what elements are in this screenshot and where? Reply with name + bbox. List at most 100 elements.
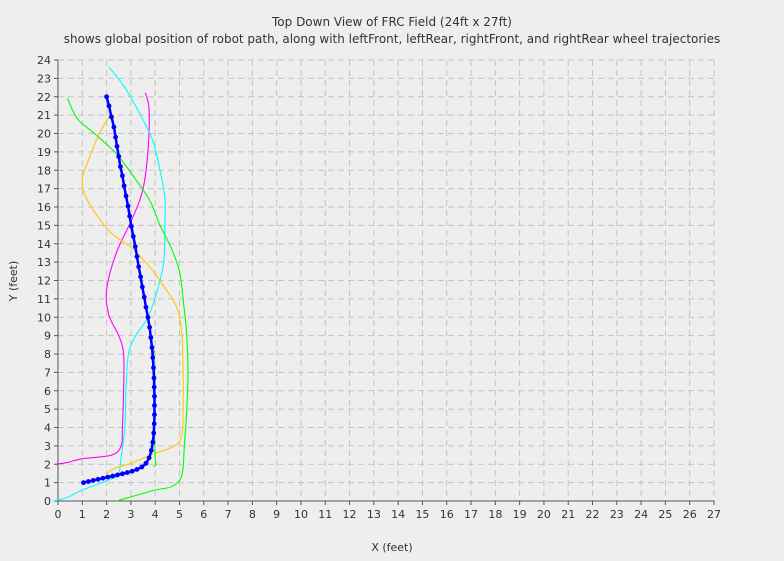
robot-path-point (111, 124, 117, 130)
robot-path-point (151, 430, 157, 436)
y-tick-label: 13 (37, 256, 51, 269)
grid (58, 59, 715, 501)
y-tick-label: 11 (37, 293, 51, 306)
robot-path-point (123, 193, 129, 199)
robot-path-point (127, 213, 133, 219)
x-tick-label: 6 (200, 508, 207, 521)
robot-path-point (143, 460, 149, 466)
x-tick-label: 26 (683, 508, 697, 521)
y-tick-label: 7 (44, 366, 51, 379)
y-tick-label: 2 (44, 458, 51, 471)
x-tick-label: 25 (658, 508, 672, 521)
robot-path-point (105, 474, 111, 480)
robot-path-line (82, 95, 156, 484)
y-tick-label: 23 (37, 72, 51, 85)
y-tick-label: 14 (37, 238, 51, 251)
series-group (52, 66, 189, 502)
robot-path-point (81, 480, 86, 486)
robot-path-point (150, 355, 156, 361)
y-tick-label: 19 (37, 146, 51, 159)
x-tick-label: 15 (415, 508, 429, 521)
axes (54, 59, 715, 505)
x-tick-label: 2 (103, 508, 110, 521)
x-tick-label: 3 (127, 508, 134, 521)
x-tick-label: 22 (586, 508, 600, 521)
x-tick-label: 5 (176, 508, 183, 521)
y-axis-label: Y (feet) (7, 261, 20, 303)
x-tick-labels: 0 1 2 3 4 5 6 7 8 9 10 11 12 13 14 15 16 17 18 19 20 21 22 23 24… (55, 508, 722, 521)
chart-title: Top Down View of FRC Field (24ft x 27ft) (271, 15, 512, 29)
robot-path-point (130, 234, 136, 239)
chart-subtitle: shows global position of robot path, alo… (64, 32, 721, 46)
x-tick-label: 11 (318, 508, 332, 521)
x-tick-label: 27 (707, 508, 721, 521)
robot-path-point (95, 476, 101, 482)
robot-path-point (118, 164, 123, 169)
y-tick-label: 16 (37, 201, 51, 214)
robot-path-point (146, 455, 152, 461)
robot-path-point (124, 470, 130, 475)
x-tick-label: 24 (634, 508, 648, 521)
y-tick-label: 1 (44, 477, 51, 490)
y-tick-label: 10 (37, 311, 51, 324)
x-tick-label: 9 (273, 508, 280, 521)
robot-path-point (152, 403, 157, 408)
robot-path-point (106, 103, 112, 109)
robot-path-point (85, 479, 91, 484)
robot-path-point (90, 478, 96, 483)
robot-path-point (132, 244, 138, 249)
robot-path-point (100, 475, 106, 481)
robot-path-point (119, 471, 125, 477)
robot-path-point (148, 448, 154, 453)
x-tick-label: 23 (610, 508, 624, 521)
robot-path-point (141, 294, 147, 300)
robot-path-point (134, 466, 140, 472)
robot-path-point (129, 468, 135, 474)
x-axis-label: X (feet) (371, 541, 412, 554)
robot-path-point (134, 254, 140, 260)
x-tick-label: 20 (537, 508, 551, 521)
y-tick-label: 18 (37, 164, 51, 177)
y-tick-label: 12 (37, 275, 51, 288)
robot-path-point (151, 421, 157, 427)
wheel-trajectory-line (67, 98, 189, 502)
robot-path-point (104, 94, 109, 100)
robot-path-point (115, 472, 120, 478)
robot-path-point (128, 223, 134, 229)
robot-path-point (139, 284, 145, 290)
robot-path-point (113, 134, 118, 140)
x-tick-label: 12 (343, 508, 357, 521)
x-tick-label: 1 (79, 508, 86, 521)
robot-path-point (138, 274, 144, 280)
x-tick-label: 10 (294, 508, 308, 521)
robot-path-point (151, 375, 157, 381)
y-tick-label: 8 (44, 348, 51, 361)
robot-path-point (119, 173, 125, 179)
robot-path-point (139, 464, 145, 470)
robot-path-point (148, 335, 154, 340)
y-tick-label: 17 (37, 183, 51, 196)
y-tick-label: 24 (37, 54, 51, 67)
y-tick-label: 9 (44, 330, 51, 343)
x-tick-label: 0 (55, 508, 62, 521)
y-tick-label: 3 (44, 440, 51, 453)
robot-path-point (149, 345, 155, 350)
robot-path-point (151, 365, 156, 371)
robot-path-point (152, 412, 157, 418)
x-tick-label: 8 (249, 508, 256, 521)
x-tick-label: 18 (488, 508, 502, 521)
y-tick-label: 6 (44, 385, 51, 398)
robot-path-point (114, 143, 120, 149)
y-tick-label: 22 (37, 91, 51, 104)
robot-path-point (152, 393, 157, 399)
robot-path-point (109, 114, 114, 120)
y-tick-label: 21 (37, 109, 51, 122)
x-tick-label: 4 (152, 508, 159, 521)
robot-path-point (125, 203, 131, 209)
y-tick-label: 0 (44, 495, 51, 508)
x-tick-label: 16 (440, 508, 454, 521)
y-tick-label: 15 (37, 219, 51, 232)
wheel-trajectory-line (52, 66, 166, 502)
